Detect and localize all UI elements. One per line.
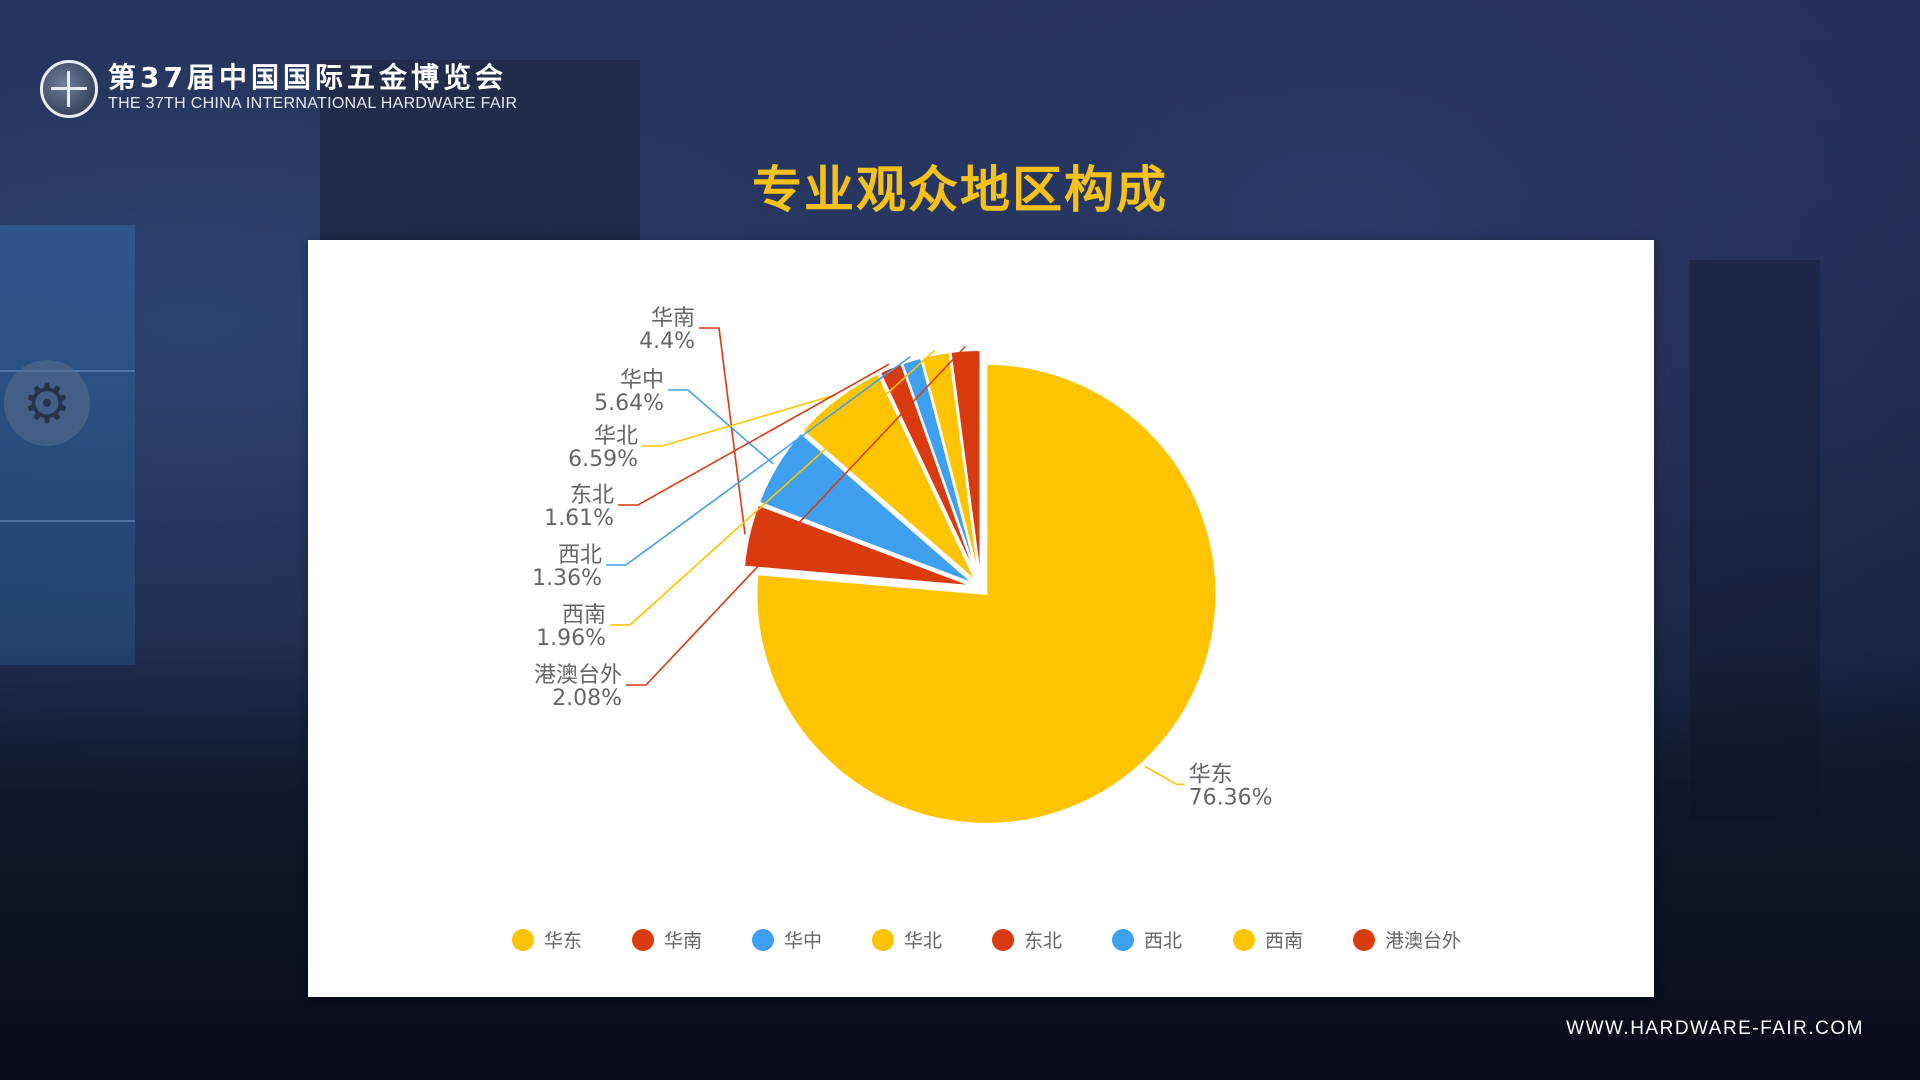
slice-name-label-6: 西南 <box>562 603 606 628</box>
slice-value-label-7: 2.08% <box>552 686 622 711</box>
legend-marker-1 <box>632 929 654 951</box>
legend-marker-2 <box>752 929 774 951</box>
slice-value-label-6: 1.96% <box>536 626 606 651</box>
legend-label-5: 西北 <box>1144 930 1182 952</box>
legend-label-6: 西南 <box>1265 930 1303 952</box>
slice-value-label-5: 1.36% <box>532 566 602 591</box>
legend-marker-3 <box>872 929 894 951</box>
background-divider <box>0 520 135 522</box>
fair-title: 第37届中国国际五金博览会 <box>108 61 507 94</box>
slice-value-label-0: 76.36% <box>1189 785 1273 810</box>
slice-name-label-4: 东北 <box>570 483 614 508</box>
leader-line-1 <box>699 327 746 535</box>
slice-name-label-0: 华东 <box>1189 762 1233 787</box>
legend-marker-7 <box>1353 929 1375 951</box>
gear-icon: ⚙ <box>4 360 90 446</box>
leader-line-5 <box>606 355 911 566</box>
slice-value-label-4: 1.61% <box>544 506 614 531</box>
leader-line-3 <box>642 394 836 447</box>
legend-marker-0 <box>512 929 534 951</box>
legend-label-2: 华中 <box>784 930 822 952</box>
leader-line-4 <box>618 363 890 506</box>
chart-card: 华东 76.36% 华南 4.4% 华中 5.64% 华北 6.59% 东北 1.61% 西北 1.3… <box>308 240 1654 997</box>
pie-slice-7 <box>949 349 982 581</box>
legend-label-1: 华南 <box>664 930 702 952</box>
slice-name-label-1: 华南 <box>651 306 695 331</box>
slice-name-label-2: 华中 <box>620 368 664 393</box>
slice-name-label-5: 西北 <box>558 543 602 568</box>
page-title: 专业观众地区构成 <box>752 161 1168 219</box>
legend-marker-4 <box>992 929 1014 951</box>
leader-line-6 <box>610 349 936 626</box>
legend-label-3: 华北 <box>904 930 942 952</box>
pie-slice-3 <box>801 372 978 583</box>
slice-value-label-2: 5.64% <box>594 391 664 416</box>
legend-marker-6 <box>1233 929 1255 951</box>
slice-value-label-1: 4.4% <box>639 329 695 354</box>
legend-label-7: 港澳台外 <box>1385 930 1461 952</box>
pie-slice-0 <box>755 362 1218 825</box>
pie-slice-6 <box>920 350 981 581</box>
pie-chart: 华东76.36%华南4.4%华中5.64%华北6.59%东北1.61%西北1.3… <box>512 306 1461 952</box>
legend-marker-5 <box>1112 929 1134 951</box>
leader-line-2 <box>668 389 774 465</box>
slice-name-label-7: 港澳台外 <box>534 663 622 688</box>
slice-value-label-3: 6.59% <box>568 447 638 472</box>
pie-slice-1 <box>742 503 974 588</box>
slice-name-label-3: 华北 <box>594 424 638 449</box>
legend-label-4: 东北 <box>1024 930 1062 952</box>
footer-url: WWW.HARDWARE-FAIR.COM <box>1566 1018 1864 1039</box>
leader-line-0 <box>1144 765 1185 786</box>
pie-slice-2 <box>757 431 975 585</box>
legend-label-0: 华东 <box>544 930 582 952</box>
background-wall <box>0 225 135 665</box>
fair-subtitle: THE 37TH CHINA INTERNATIONAL HARDWARE FA… <box>108 95 518 112</box>
leader-line-7 <box>626 345 966 686</box>
fair-logo-icon <box>40 60 98 118</box>
